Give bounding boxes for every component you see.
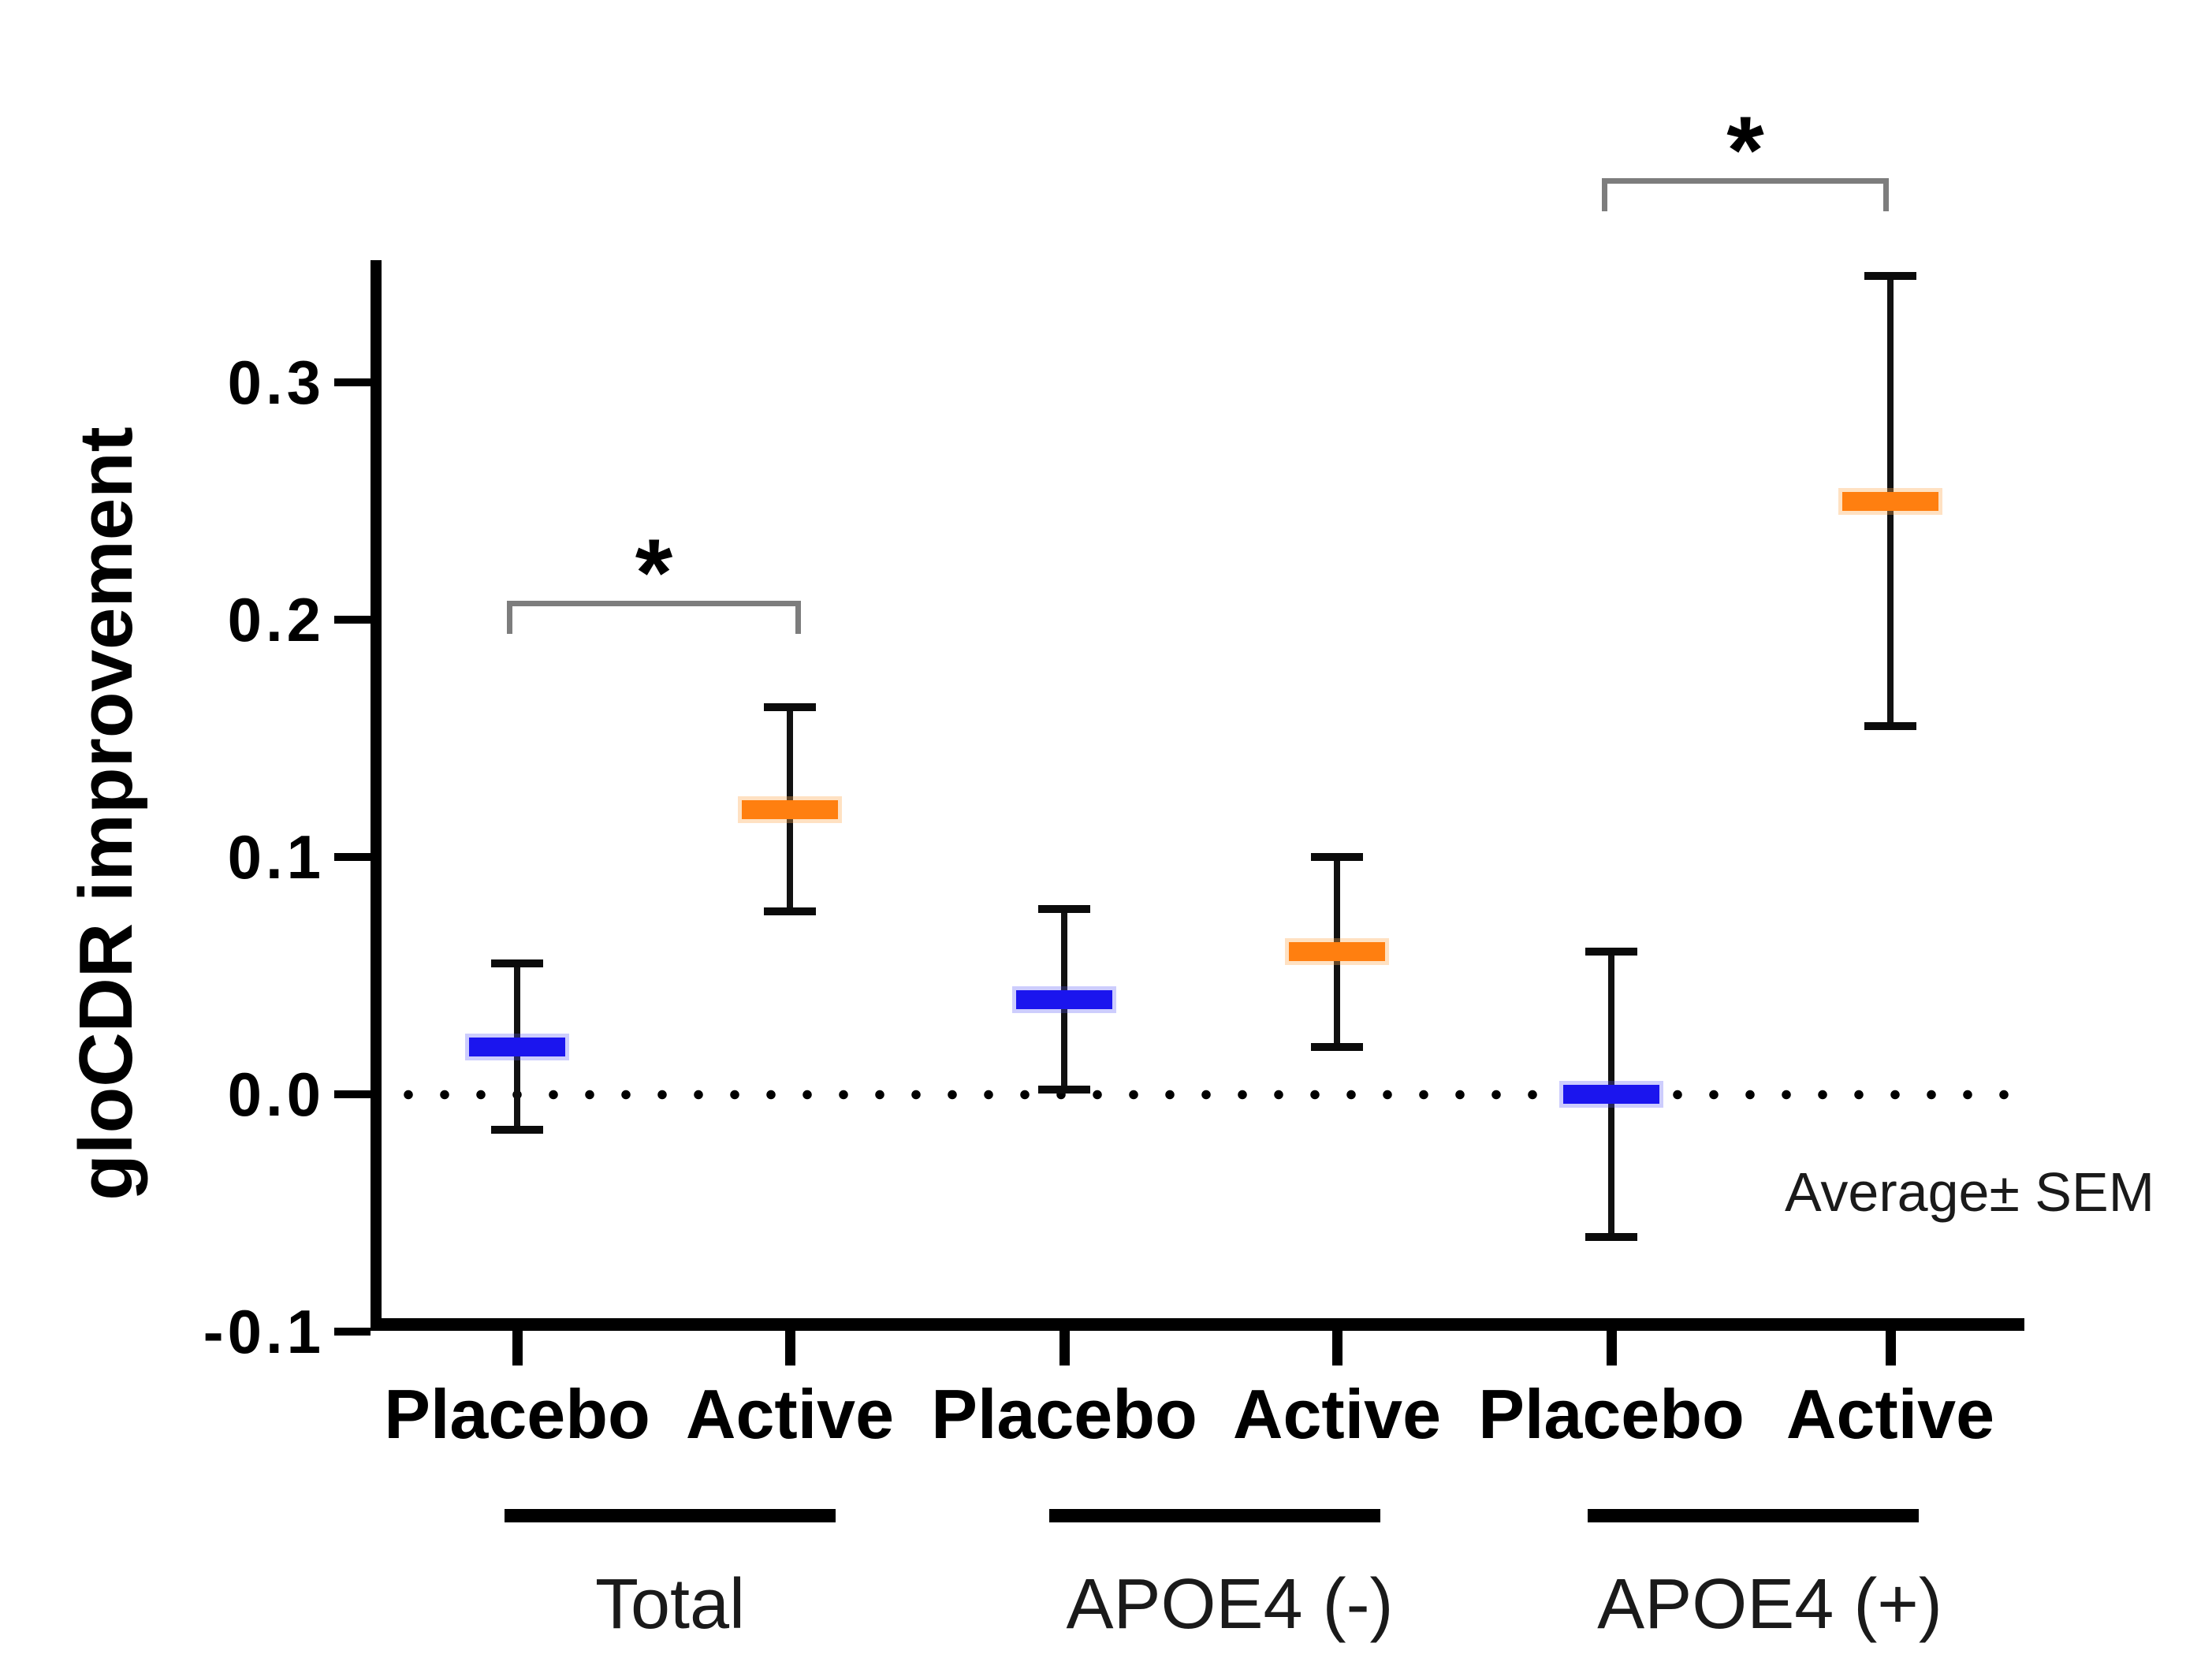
x-tick — [1885, 1331, 1896, 1366]
y-tick — [334, 1090, 371, 1098]
group-underline-apoe4-pos — [1588, 1509, 1919, 1522]
series-label-active: Active — [685, 1375, 895, 1453]
zero-dotted-line — [390, 1089, 2018, 1100]
y-tick-label: 0.1 — [227, 822, 325, 892]
significance-bracket-leg-left-total — [507, 601, 512, 634]
whisker-cap-top-apoe4-pos-placebo — [1585, 948, 1637, 956]
significance-bracket-bar-total — [507, 601, 801, 606]
whisker-cap-bottom-apoe4-neg-active — [1311, 1042, 1363, 1051]
whisker-cap-top-apoe4-pos-active — [1864, 271, 1916, 280]
y-tick-label: 0.0 — [227, 1060, 325, 1129]
series-label-placebo: Placebo — [1478, 1375, 1745, 1453]
significance-asterisk-total: * — [635, 519, 673, 626]
whisker-cap-bottom-total-active — [764, 907, 816, 916]
significance-bracket-leg-left-apoe4-pos — [1602, 178, 1607, 211]
x-tick — [1331, 1331, 1342, 1366]
significance-bracket-bar-apoe4-pos — [1602, 178, 1889, 184]
y-tick-label: 0.2 — [227, 585, 325, 654]
whisker-cap-bottom-total-placebo — [491, 1126, 543, 1135]
mean-marker-apoe4-neg-placebo — [1016, 989, 1112, 1009]
significance-asterisk-apoe4-pos: * — [1726, 96, 1764, 203]
y-tick — [334, 1328, 371, 1336]
series-label-active: Active — [1232, 1375, 1442, 1453]
group-label-apoe4-pos: APOE4 (+) — [1597, 1565, 1942, 1644]
x-tick — [784, 1331, 795, 1366]
x-tick — [1059, 1331, 1070, 1366]
whisker-cap-top-total-active — [764, 703, 816, 712]
y-tick-label: 0.3 — [227, 348, 325, 417]
group-label-total: Total — [594, 1565, 746, 1644]
whisker-cap-top-apoe4-neg-placebo — [1038, 905, 1090, 914]
series-label-active: Active — [1786, 1375, 1995, 1453]
group-underline-total — [505, 1509, 836, 1522]
sem-annotation: Average± SEM — [1784, 1161, 2154, 1223]
mean-marker-apoe4-pos-active — [1842, 491, 1938, 511]
x-axis-line — [371, 1318, 2024, 1331]
whisker-cap-bottom-apoe4-pos-active — [1864, 722, 1916, 731]
y-tick — [334, 853, 371, 861]
whisker-cap-top-apoe4-neg-active — [1311, 853, 1363, 861]
series-label-placebo: Placebo — [384, 1375, 650, 1453]
series-label-placebo: Placebo — [931, 1375, 1197, 1453]
significance-bracket-leg-right-total — [795, 601, 801, 634]
y-tick — [334, 378, 371, 386]
y-axis-line — [371, 260, 382, 1331]
group-label-apoe4-neg: APOE4 (-) — [1066, 1565, 1394, 1644]
x-tick — [512, 1331, 523, 1366]
mean-marker-apoe4-pos-placebo — [1563, 1085, 1659, 1104]
y-axis-title: gloCDR improvement — [64, 427, 148, 1201]
mean-marker-total-placebo — [469, 1037, 565, 1056]
whisker-cap-bottom-apoe4-neg-placebo — [1038, 1085, 1090, 1094]
whisker-cap-top-total-placebo — [491, 959, 543, 968]
mean-marker-total-active — [742, 799, 838, 819]
mean-marker-apoe4-neg-active — [1289, 942, 1385, 962]
x-tick — [1606, 1331, 1617, 1366]
y-tick — [334, 616, 371, 624]
significance-bracket-leg-right-apoe4-pos — [1883, 178, 1889, 211]
whisker-cap-bottom-apoe4-pos-placebo — [1585, 1232, 1637, 1241]
group-underline-apoe4-neg — [1049, 1509, 1380, 1522]
y-tick-label: -0.1 — [203, 1297, 325, 1366]
